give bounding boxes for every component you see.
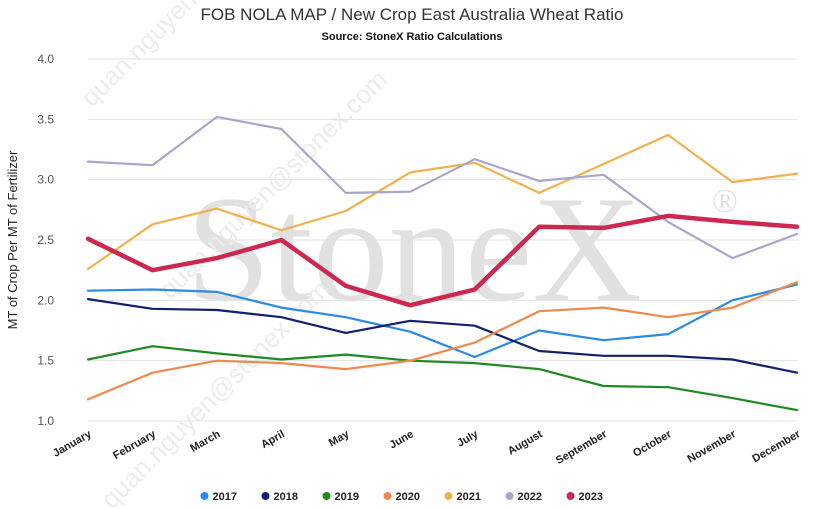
legend-marker-2017 xyxy=(200,492,209,500)
series-line-2022 xyxy=(86,115,799,260)
series-line-2018 xyxy=(86,298,799,374)
y-axis: 1.0 1.5 2.0 2.5 3.0 3.5 4.0 xyxy=(37,52,54,428)
x-tick-label: May xyxy=(327,428,352,450)
legend-label-2022[interactable]: 2022 xyxy=(518,491,542,503)
watermark-registered-mark: ® xyxy=(712,183,738,220)
x-tick-label: April xyxy=(259,428,287,451)
legend-label-2021[interactable]: 2021 xyxy=(457,491,481,503)
y-axis-label: MT of Crop Per MT of Fertilizer xyxy=(5,150,20,329)
series-layer xyxy=(85,115,800,412)
x-tick-label: January xyxy=(51,428,94,460)
series-line-2017 xyxy=(86,283,799,359)
chart-title: FOB NOLA MAP / New Crop East Australia W… xyxy=(201,5,624,24)
series-line-2020 xyxy=(86,281,799,401)
y-tick-label: 2.0 xyxy=(37,293,54,307)
series-line-2021 xyxy=(86,133,799,271)
y-tick-label: 4.0 xyxy=(37,52,54,66)
series-line-2023 xyxy=(85,213,800,308)
legend-marker-2019 xyxy=(322,492,331,500)
legend-label-2018[interactable]: 2018 xyxy=(274,491,298,503)
y-tick-label: 3.5 xyxy=(37,112,54,126)
legend-label-2019[interactable]: 2019 xyxy=(335,491,359,503)
x-tick-label: June xyxy=(388,428,416,451)
y-tick-label: 3.0 xyxy=(37,173,54,187)
x-tick-label: December xyxy=(750,428,803,465)
legend-marker-2020 xyxy=(383,492,392,500)
legend-marker-2018 xyxy=(261,492,270,500)
legend-label-2017[interactable]: 2017 xyxy=(213,491,237,503)
y-tick-label: 1.5 xyxy=(37,354,54,368)
legend-marker-2021 xyxy=(444,492,453,500)
legend-marker-2022 xyxy=(505,492,514,500)
x-tick-label: October xyxy=(631,428,674,460)
legend-marker-2023 xyxy=(566,492,575,500)
series-line-2019 xyxy=(86,345,799,412)
legend: 2017 2018 2019 2020 2021 2022 2023 xyxy=(200,491,603,503)
x-tick-label: August xyxy=(506,428,545,458)
x-tick-label: July xyxy=(455,428,481,450)
y-tick-label: 1.0 xyxy=(37,414,54,428)
legend-label-2023[interactable]: 2023 xyxy=(579,491,603,503)
grid xyxy=(88,58,797,422)
chart-subtitle: Source: StoneX Ratio Calculations xyxy=(322,31,503,43)
legend-label-2020[interactable]: 2020 xyxy=(396,491,420,503)
x-tick-label: September xyxy=(554,428,610,467)
y-tick-label: 2.5 xyxy=(37,233,54,247)
x-tick-label: November xyxy=(685,428,738,466)
